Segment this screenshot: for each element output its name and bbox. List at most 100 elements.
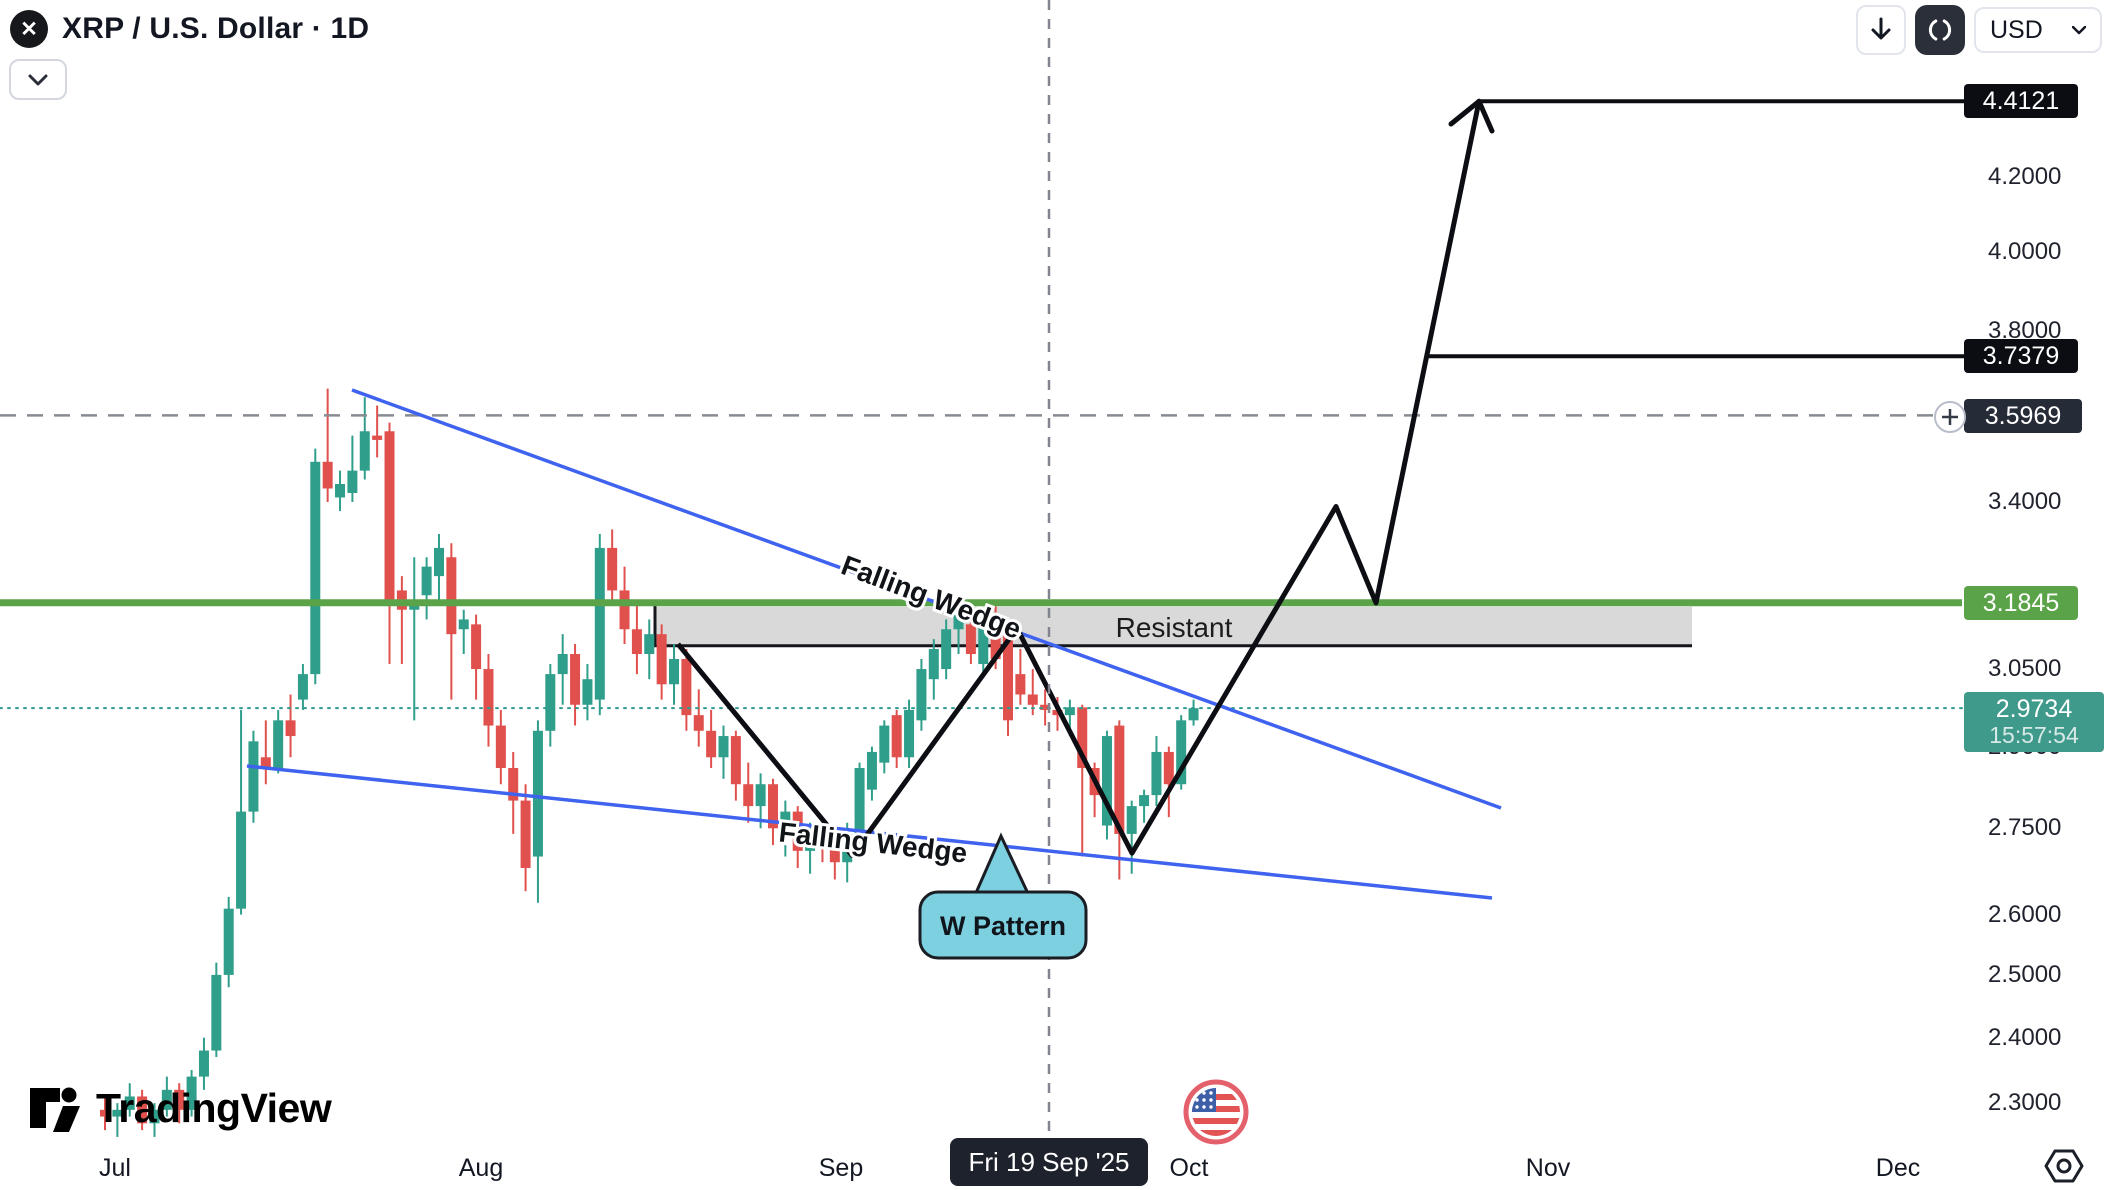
price-tick: 3.0500 [1988, 655, 2062, 683]
candles [100, 388, 1199, 1137]
chevron-down-icon [2072, 25, 2086, 34]
candle-body [916, 669, 927, 721]
candle-body [186, 1076, 197, 1110]
month-tick-nov: Nov [1525, 1154, 1571, 1182]
refresh-icon [1928, 19, 1952, 41]
arrow-down-icon [1871, 17, 1891, 40]
candle-body [978, 619, 989, 665]
candle-body [310, 461, 321, 675]
candle-body [359, 431, 370, 471]
candle-body [335, 483, 346, 498]
candle-body [112, 1109, 123, 1117]
candle-body [953, 614, 964, 630]
xrp-x-glyph: ✕ [20, 17, 38, 41]
tradingview-logo-mark [30, 1087, 80, 1132]
price-level-lines [0, 414, 1963, 710]
candle-body [198, 1050, 209, 1077]
candle-body [1114, 725, 1125, 834]
w-projection-path [676, 100, 1482, 858]
target-mid-price-label: 3.7379 [1964, 339, 2078, 373]
candle-body [545, 674, 556, 731]
candle-body [471, 624, 482, 670]
symbol-title: XRP / U.S. Dollar · 1D [62, 12, 370, 45]
candle-body [508, 767, 519, 801]
candle-body [409, 604, 420, 610]
candle-body [990, 619, 1001, 660]
w-pattern-callout: W Pattern [918, 832, 1088, 960]
candle-body [260, 757, 271, 768]
target-high-price-label: 4.4121 [1964, 84, 2078, 118]
candle-body [322, 461, 333, 489]
crosshair-price-label: 3.5969 [1964, 399, 2082, 433]
us-flag-event-icon[interactable] [1183, 1079, 1249, 1145]
candle-body [100, 1109, 110, 1117]
candle-body [730, 736, 741, 785]
arrow-head [1476, 98, 1495, 134]
candle-body [706, 730, 717, 758]
candle-body [1027, 694, 1038, 705]
candle-body [557, 654, 568, 675]
candle-body [433, 547, 444, 577]
month-tick-jul: Jul [99, 1154, 131, 1182]
w-pattern-projection [676, 98, 1972, 858]
candle-body [792, 811, 803, 851]
candle-body [297, 674, 308, 700]
candle-body [174, 1089, 185, 1110]
candle-body [928, 649, 939, 680]
candle-body [582, 679, 593, 705]
tradingview-logo[interactable]: TradingView [28, 1082, 332, 1134]
currency-dropdown[interactable]: USD [1974, 7, 2102, 53]
candle-body [891, 715, 902, 758]
candle-body [1151, 751, 1162, 796]
candle-body [248, 741, 259, 812]
currency-value: USD [1990, 15, 2043, 44]
candle-body [1176, 720, 1187, 785]
candle-body [1077, 707, 1088, 768]
candle-body [718, 736, 729, 758]
current-price-value: 2.9734 [1995, 695, 2073, 724]
candle-body [273, 720, 284, 768]
resistance-price-label: 3.1845 [1964, 586, 2078, 620]
candle-body [879, 725, 890, 763]
candle-body [1188, 708, 1199, 721]
candle-body [446, 557, 457, 635]
download-button[interactable] [1856, 5, 1906, 55]
refresh-button[interactable] [1915, 5, 1965, 55]
price-tick: 4.2000 [1988, 162, 2062, 190]
month-tick-oct: Oct [1169, 1154, 1209, 1182]
candle-body [780, 811, 791, 829]
candle-body [347, 470, 358, 493]
price-tick: 2.7500 [1988, 814, 2062, 842]
bar-countdown: 15:57:54 [1989, 722, 2079, 749]
candle-body [669, 659, 680, 685]
candle-body [644, 634, 655, 655]
candle-body [829, 845, 840, 863]
add-alert-plus-button[interactable] [1932, 399, 1968, 435]
price-tick: 4.0000 [1988, 238, 2062, 266]
resistance-zone-label: Resistant [1116, 612, 1233, 643]
candle-body [211, 974, 222, 1051]
price-tick: 2.4000 [1988, 1023, 2062, 1051]
candle-body [483, 669, 494, 726]
candle-body [656, 634, 667, 685]
arrow-head [1448, 98, 1482, 127]
candle-body [1126, 806, 1137, 834]
candle-body [693, 715, 704, 731]
timezone-settings-gear-icon[interactable] [2044, 1149, 2084, 1183]
chevron-down-icon [28, 74, 48, 85]
candle-body [1101, 736, 1112, 826]
current-price-label: 2.9734 15:57:54 [1964, 692, 2104, 752]
candle-body [1163, 751, 1174, 785]
candle-body [149, 1109, 160, 1124]
trendline [351, 388, 1502, 810]
resistance-zone [653, 602, 1692, 648]
candle-body [124, 1096, 135, 1110]
candle-body [384, 431, 395, 601]
price-tick: 2.6000 [1988, 900, 2062, 928]
candle-body [532, 730, 543, 857]
candle-body [941, 629, 952, 670]
collapse-toolbar-button[interactable] [9, 59, 67, 100]
candle-body [285, 720, 296, 737]
